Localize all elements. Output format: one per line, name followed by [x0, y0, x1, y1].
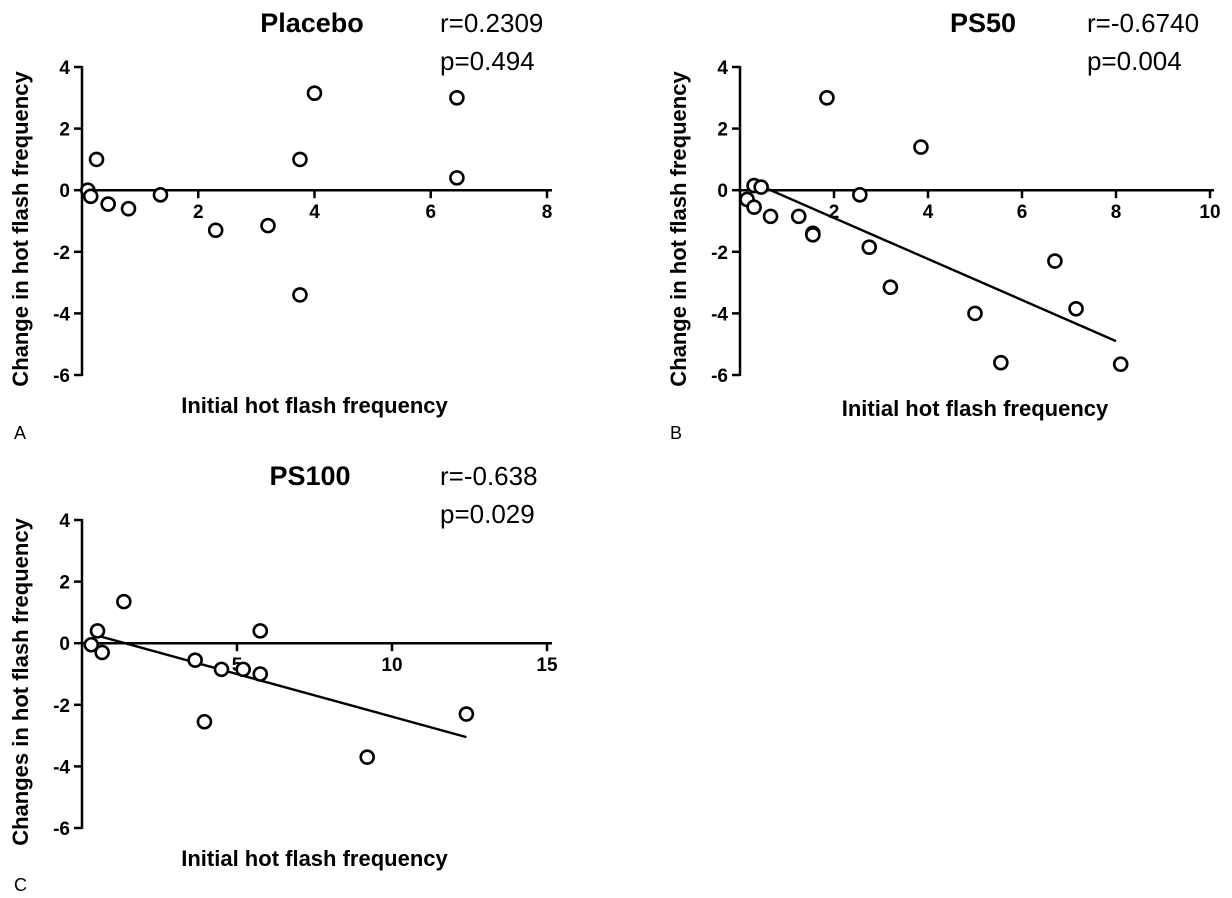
y-tick-label: -6: [53, 819, 70, 840]
x-tick-label: 6: [425, 202, 436, 223]
data-point: [790, 208, 807, 225]
y-tick-label: -2: [711, 243, 728, 264]
data-point: [458, 706, 475, 722]
x-axis-title: Initial hot flash frequency: [842, 396, 1109, 421]
data-point: [292, 151, 308, 168]
x-tick-label: 8: [542, 202, 553, 223]
panel-placebo: 4 2 0 -2 -4 -6 2 4 6 8 Placebo r=0.2309 p=0.494 Initi…: [8, 8, 552, 443]
data-point: [805, 227, 821, 243]
data-point: [913, 139, 929, 155]
panel-title: PS50: [950, 8, 1016, 38]
data-point: [762, 208, 779, 225]
panel-letter: B: [670, 423, 682, 443]
panel-title: Placebo: [260, 8, 364, 38]
data-point: [753, 179, 769, 195]
y-tick-label: -2: [53, 696, 70, 717]
data-point: [89, 623, 106, 639]
data-point: [196, 713, 213, 730]
y-tick-label: -2: [53, 243, 70, 264]
data-point: [213, 661, 230, 678]
regression-line: [90, 632, 467, 739]
data-point: [306, 85, 323, 101]
y-axis-title: Change in hot flash frequency: [8, 71, 33, 387]
data-point: [252, 623, 269, 639]
x-tick-label: 2: [193, 202, 204, 223]
data-point: [967, 305, 983, 322]
data-point: [359, 749, 376, 765]
data-point: [152, 187, 169, 203]
x-tick-label: 2: [829, 202, 840, 223]
panel-ps100: 420-2-4-651015PS100r=-0.638p=0.029Initia…: [8, 461, 558, 895]
y-tick-label: -6: [53, 366, 70, 387]
x-axis-title: Initial hot flash frequency: [181, 846, 448, 871]
data-point: [187, 652, 203, 668]
y-tick-label: 2: [717, 120, 728, 141]
data-point: [1112, 356, 1129, 373]
y-tick-label: 4: [59, 511, 70, 532]
p-value: p=0.004: [1087, 46, 1182, 76]
correlation-r: r=-0.638: [440, 461, 538, 491]
data-point: [83, 636, 100, 653]
correlation-r: r=-0.6740: [1087, 8, 1199, 38]
data-point: [207, 222, 224, 239]
y-tick-label: 2: [59, 120, 70, 141]
y-tick-label: 4: [717, 58, 728, 79]
correlation-r: r=0.2309: [440, 8, 543, 38]
x-axis-title: Initial hot flash frequency: [181, 393, 448, 418]
x-tick-label: 8: [1111, 202, 1122, 223]
data-point: [120, 200, 137, 217]
panel-title: PS100: [269, 461, 350, 491]
y-axis-title: Change in hot flash frequency: [666, 71, 691, 387]
data-point: [88, 151, 105, 168]
y-tick-label: -4: [711, 304, 728, 325]
y-tick-label: -4: [53, 757, 70, 778]
data-point: [449, 170, 465, 186]
y-tick-label: -6: [711, 366, 728, 387]
x-tick-label: 10: [381, 655, 402, 676]
data-point: [260, 217, 276, 234]
panel-letter: A: [14, 423, 26, 443]
data-point: [82, 188, 99, 205]
data-point: [746, 199, 762, 215]
p-value: p=0.029: [440, 499, 535, 529]
data-point: [993, 354, 1009, 371]
data-point: [1068, 300, 1084, 317]
y-tick-label: 2: [59, 573, 70, 594]
data-point: [252, 666, 269, 682]
data-point: [861, 239, 878, 255]
data-point: [449, 90, 465, 106]
data-point: [852, 187, 868, 203]
p-value: p=0.494: [440, 46, 535, 76]
y-axis-title: Changes in hot flash frequency: [8, 517, 33, 845]
regression-line: [748, 179, 1117, 343]
y-tick-label: -4: [53, 304, 70, 325]
x-tick-label: 6: [1017, 202, 1028, 223]
x-tick-label: 4: [309, 202, 320, 223]
x-tick-label: 15: [536, 655, 558, 676]
data-point: [819, 90, 835, 106]
x-tick-label: 10: [1199, 202, 1220, 223]
panel-letter: C: [14, 875, 27, 895]
data-point: [292, 287, 308, 303]
y-tick-label: 0: [717, 181, 728, 202]
data-point: [235, 661, 251, 678]
data-point: [1047, 253, 1063, 269]
panel-ps50: 4 2 0 -2 -4 -6 2 4 6 8 10 PS50 r=-0.6740 p=0.004 Initi…: [666, 8, 1221, 443]
data-point: [116, 593, 132, 610]
x-tick-label: 4: [923, 202, 934, 223]
y-tick-label: 4: [59, 58, 70, 79]
data-point: [100, 196, 116, 212]
y-tick-label: 0: [59, 181, 70, 202]
data-point: [882, 279, 899, 296]
data-point: [94, 644, 110, 661]
y-tick-label: 0: [59, 634, 70, 655]
